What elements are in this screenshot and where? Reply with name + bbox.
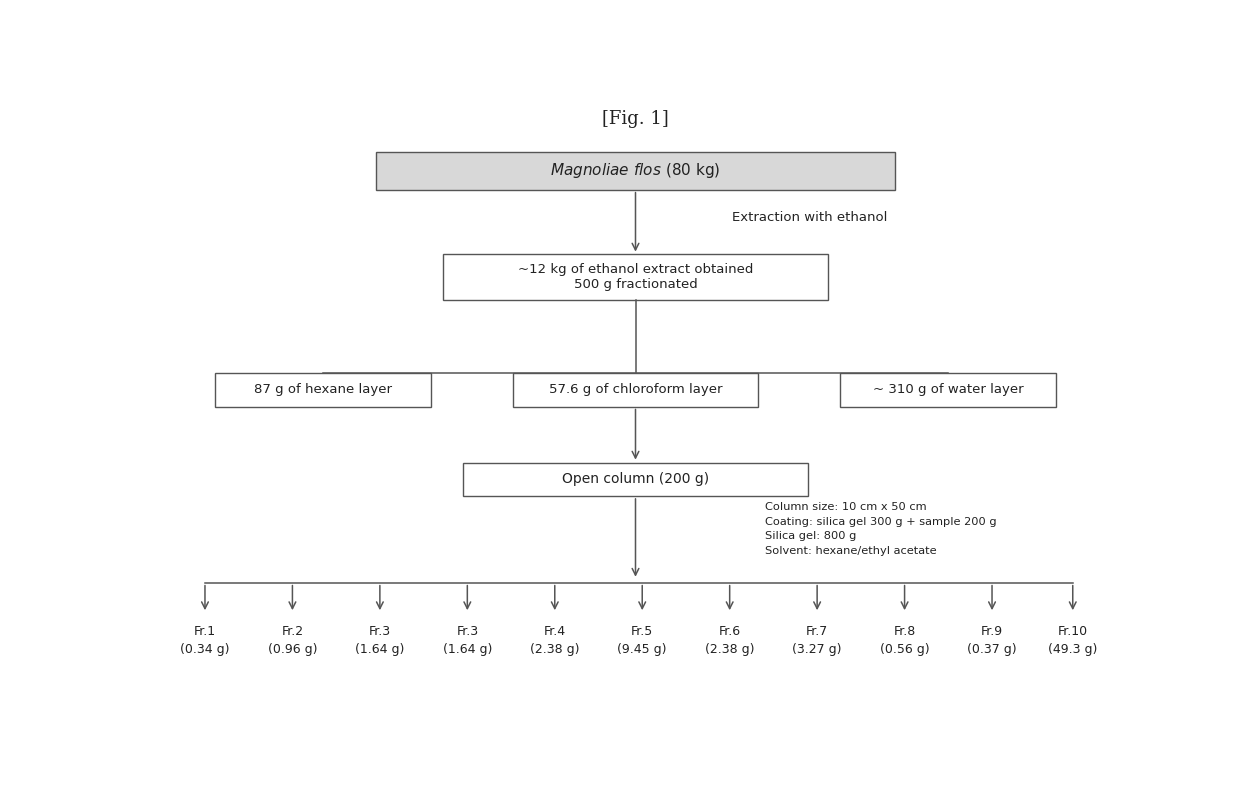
Text: Extraction with ethanol: Extraction with ethanol — [732, 211, 887, 224]
Text: (0.56 g): (0.56 g) — [879, 643, 930, 656]
Bar — [513, 373, 758, 407]
Bar — [839, 373, 1056, 407]
Text: $\it{Magnoliae\ flos}$ (80 kg): $\it{Magnoliae\ flos}$ (80 kg) — [551, 161, 720, 180]
Text: (1.64 g): (1.64 g) — [443, 643, 492, 656]
Text: [Fig. 1]: [Fig. 1] — [603, 110, 668, 128]
Text: Column size: 10 cm x 50 cm
Coating: silica gel 300 g + sample 200 g
Silica gel: : Column size: 10 cm x 50 cm Coating: sili… — [765, 502, 997, 555]
Text: ~ 310 g of water layer: ~ 310 g of water layer — [873, 383, 1023, 397]
Bar — [444, 254, 828, 300]
Text: 57.6 g of chloroform layer: 57.6 g of chloroform layer — [549, 383, 722, 397]
Text: Fr.1: Fr.1 — [193, 625, 216, 638]
Text: (9.45 g): (9.45 g) — [618, 643, 667, 656]
Text: (2.38 g): (2.38 g) — [704, 643, 754, 656]
Text: Fr.9: Fr.9 — [981, 625, 1003, 638]
Text: (2.38 g): (2.38 g) — [529, 643, 579, 656]
Text: 87 g of hexane layer: 87 g of hexane layer — [254, 383, 392, 397]
Text: (49.3 g): (49.3 g) — [1048, 643, 1097, 656]
Text: (0.34 g): (0.34 g) — [180, 643, 229, 656]
Text: Fr.5: Fr.5 — [631, 625, 653, 638]
Text: Open column (200 g): Open column (200 g) — [562, 472, 709, 487]
Text: (0.96 g): (0.96 g) — [268, 643, 317, 656]
Bar — [215, 373, 432, 407]
Text: (3.27 g): (3.27 g) — [792, 643, 842, 656]
Text: Fr.3: Fr.3 — [456, 625, 479, 638]
Text: Fr.6: Fr.6 — [719, 625, 740, 638]
Text: ~12 kg of ethanol extract obtained
500 g fractionated: ~12 kg of ethanol extract obtained 500 g… — [518, 263, 753, 292]
Text: (0.37 g): (0.37 g) — [967, 643, 1017, 656]
Text: (1.64 g): (1.64 g) — [355, 643, 404, 656]
Text: Fr.3: Fr.3 — [368, 625, 391, 638]
Text: Fr.7: Fr.7 — [806, 625, 828, 638]
Text: Fr.2: Fr.2 — [281, 625, 304, 638]
Text: Fr.8: Fr.8 — [894, 625, 915, 638]
Bar — [376, 152, 895, 190]
Bar — [463, 462, 808, 496]
Text: Fr.10: Fr.10 — [1058, 625, 1087, 638]
Text: Fr.4: Fr.4 — [543, 625, 565, 638]
